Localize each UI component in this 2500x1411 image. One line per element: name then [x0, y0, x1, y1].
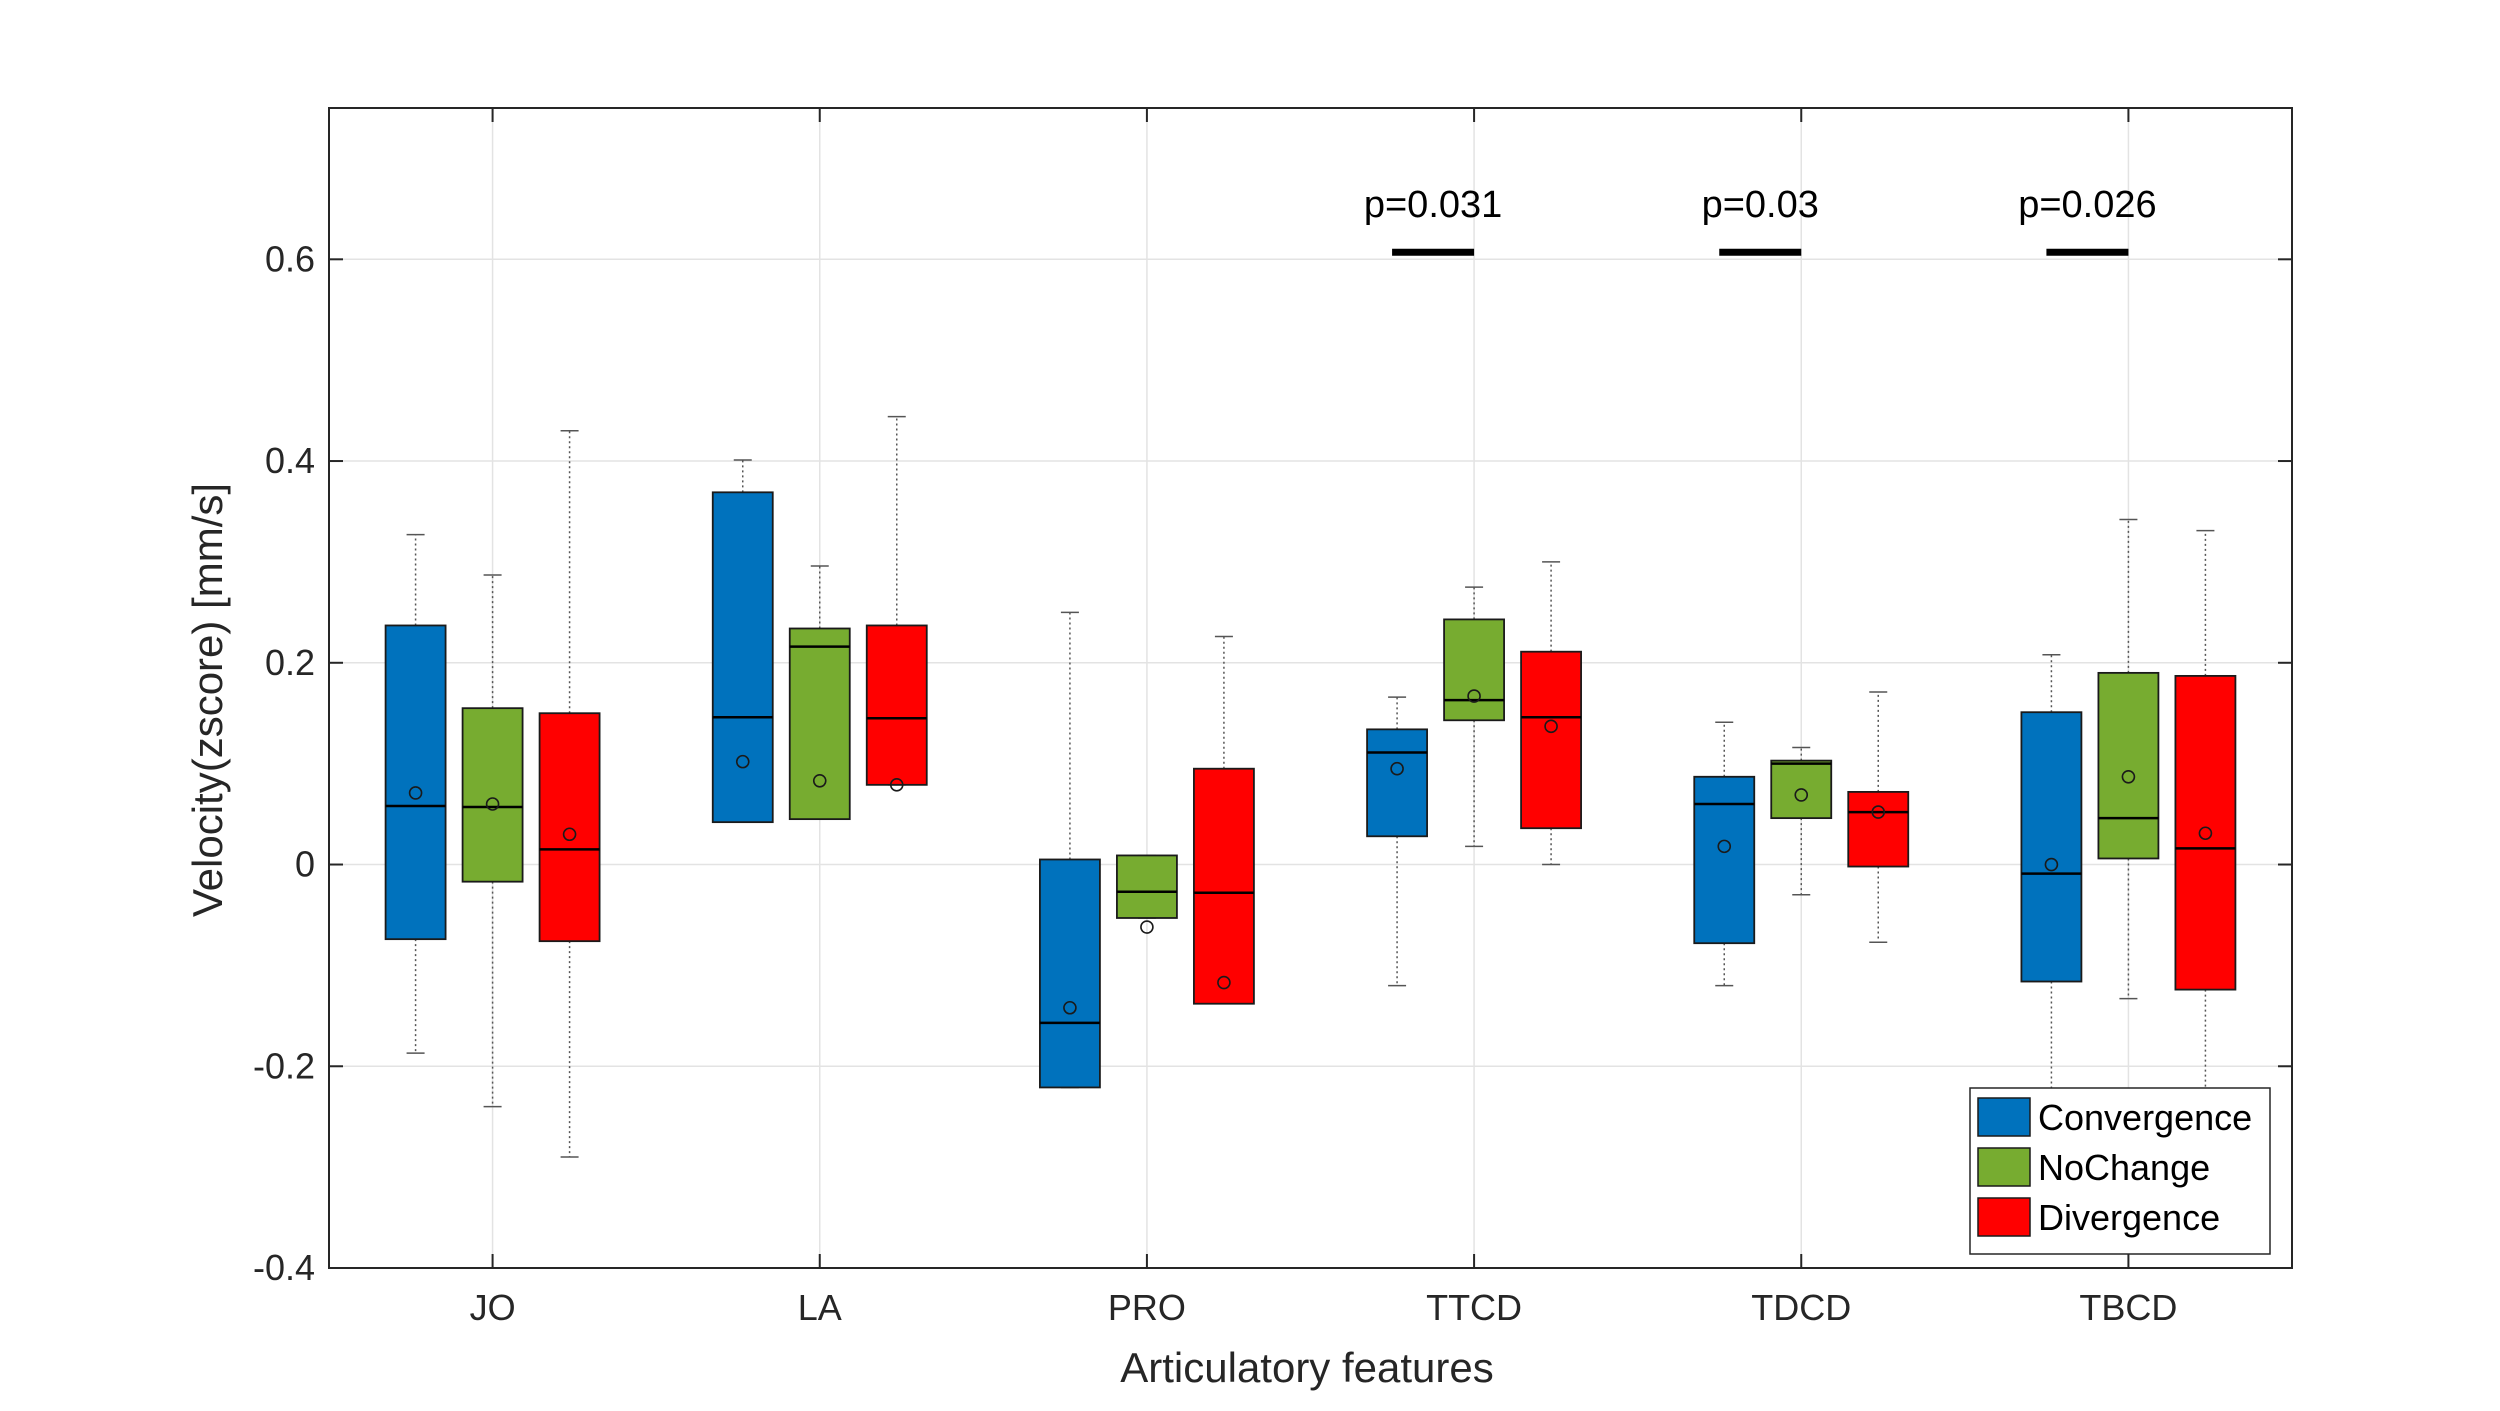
box-iqr: [865, 624, 928, 786]
p-value-label: p=0.03: [1702, 184, 1819, 226]
box-divergence-tdcd: [1847, 691, 1910, 943]
box-convergence-ttcd: [1366, 696, 1428, 987]
y-tick-label: -0.4: [253, 1247, 315, 1288]
axes-frame: -0.4 -0.2 0 0.2 0.4 0.6 JO LA PRO TTCD TDCD TBCD: [253, 107, 2293, 1328]
box-convergence-tbcd: [2020, 653, 2083, 1108]
mean-marker: [1390, 761, 1404, 776]
legend-swatch-divergence: [1977, 1197, 2031, 1237]
box-iqr: [1520, 650, 1582, 830]
mean-marker: [2198, 826, 2213, 841]
mean-marker: [562, 827, 577, 842]
mean-marker: [1467, 689, 1481, 703]
legend-label-divergence: Divergence: [2038, 1197, 2220, 1238]
box-convergence-pro: [1039, 611, 1101, 1089]
box-divergence-ttcd: [1520, 561, 1582, 866]
box-iqr: [788, 627, 851, 821]
box-iqr: [2020, 711, 2083, 983]
x-tick-label: JO: [470, 1287, 516, 1328]
box-divergence-pro: [1193, 635, 1255, 1005]
box-nochange-pro: [1116, 854, 1178, 934]
p-value-label: p=0.031: [1364, 184, 1502, 226]
x-tick-label: PRO: [1108, 1287, 1186, 1328]
box-nochange-la: [788, 565, 851, 821]
mean-marker: [2121, 769, 2136, 784]
y-tick-label: 0: [295, 844, 315, 885]
box-nochange-tbcd: [2097, 518, 2160, 1000]
legend-swatch-nochange: [1977, 1147, 2031, 1187]
box-divergence-la: [865, 415, 928, 792]
mean-marker: [812, 773, 827, 788]
mean-marker: [1217, 975, 1231, 990]
box-iqr: [461, 707, 524, 883]
box-nochange-tdcd: [1770, 746, 1833, 896]
y-tick-label: 0.6: [265, 238, 315, 279]
box-convergence-jo: [384, 533, 447, 1054]
box-divergence-tbcd: [2174, 529, 2237, 1108]
boxes-layer: [384, 415, 2237, 1158]
x-tick-label: TDCD: [1751, 1287, 1851, 1328]
box-convergence-la: [711, 459, 774, 824]
y-axis-title: Velocity(zscore) [mm/s]: [184, 483, 231, 917]
y-tick-label: 0.2: [265, 642, 315, 683]
box-iqr: [1366, 728, 1428, 838]
box-iqr: [538, 712, 601, 943]
mean-marker: [1717, 839, 1732, 854]
x-tick-label: LA: [798, 1287, 842, 1328]
box-iqr: [711, 491, 774, 824]
plot-frame: [328, 107, 2293, 1269]
legend-label-convergence: Convergence: [2038, 1097, 2252, 1138]
y-tick-label: -0.2: [253, 1045, 315, 1086]
x-axis-title: Articulatory features: [1120, 1344, 1494, 1391]
mean-marker: [2044, 857, 2059, 872]
mean-marker: [1063, 1000, 1077, 1015]
box-nochange-ttcd: [1443, 586, 1505, 848]
box-iqr: [1693, 775, 1756, 945]
p-value-label: p=0.026: [2018, 184, 2156, 226]
mean-marker: [1871, 805, 1886, 819]
box-iqr: [1193, 767, 1255, 1005]
box-iqr: [2174, 674, 2237, 991]
mean-marker: [485, 797, 500, 811]
box-iqr: [1039, 858, 1101, 1089]
mean-marker: [1544, 719, 1558, 734]
box-iqr: [1116, 854, 1178, 919]
x-tick-label: TBCD: [2079, 1287, 2177, 1328]
mean-marker: [735, 754, 750, 769]
mean-marker: [1794, 788, 1809, 802]
y-tick-label: 0.4: [265, 440, 315, 481]
box-divergence-jo: [538, 430, 601, 1158]
x-tick-label: TTCD: [1426, 1287, 1522, 1328]
legend-swatch-convergence: [1977, 1097, 2031, 1137]
box-iqr: [2097, 671, 2160, 860]
box-convergence-tdcd: [1693, 721, 1756, 987]
significance-annotations: p=0.031 p=0.03 p=0.026: [1364, 184, 2157, 256]
legend: Convergence NoChange Divergence: [1969, 1087, 2271, 1255]
box-iqr: [1847, 790, 1910, 868]
box-iqr: [384, 624, 447, 941]
mean-marker: [408, 786, 423, 800]
mean-marker: [1140, 920, 1154, 934]
box-nochange-jo: [461, 574, 524, 1108]
mean-marker: [889, 778, 904, 792]
legend-label-nochange: NoChange: [2038, 1147, 2210, 1188]
box-iqr: [1443, 618, 1505, 722]
